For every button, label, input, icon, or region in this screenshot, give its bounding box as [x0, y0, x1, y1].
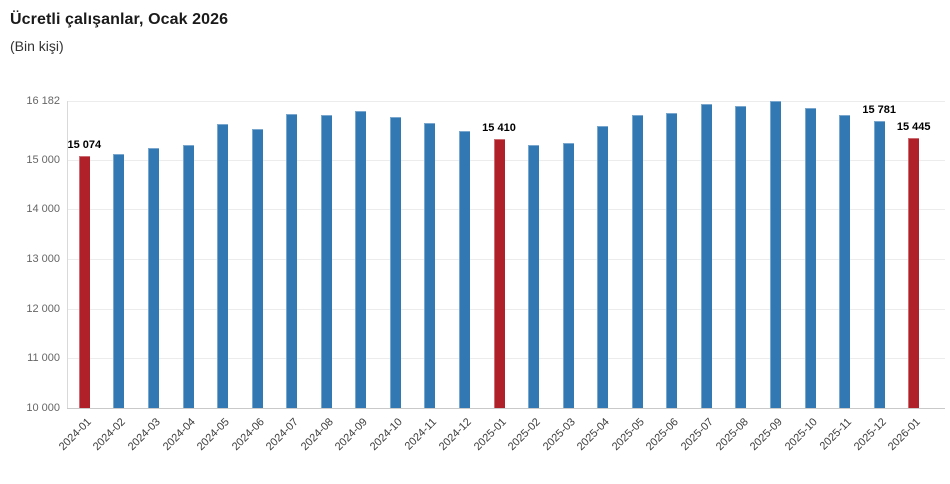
bar-2024-09[interactable] [355, 110, 367, 408]
x-tick-label-2025-04: 2025-04 [575, 416, 613, 454]
x-tick-label-2025-06: 2025-06 [644, 416, 682, 454]
data-label-2024-01: 15 074 [67, 139, 102, 151]
x-axis-line [67, 408, 945, 409]
bar-2025-10[interactable] [804, 107, 816, 408]
bar-2024-02[interactable] [113, 153, 125, 408]
gridline-13000 [67, 259, 945, 260]
gridline-14000 [67, 209, 945, 211]
x-tick-label-2024-06: 2024-06 [229, 416, 267, 454]
x-tick-label-2024-08: 2024-08 [298, 416, 336, 454]
y-tick-label: 10 000 [26, 402, 60, 414]
chart-subtitle: (Bin kişi) [10, 38, 64, 54]
bar-2024-01[interactable] [78, 156, 90, 408]
bar-2024-08[interactable] [320, 115, 332, 408]
y-tick-label: 16 182 [26, 95, 60, 107]
bar-2024-03[interactable] [147, 148, 159, 408]
x-tick-label-2024-12: 2024-12 [436, 416, 474, 454]
x-tick-label-2025-09: 2025-09 [747, 416, 785, 454]
bar-2024-10[interactable] [389, 116, 401, 408]
bar-2024-04[interactable] [182, 145, 194, 408]
bar-2025-12[interactable] [873, 120, 885, 408]
x-tick-label-2024-01: 2024-01 [56, 416, 94, 454]
y-tick-label: 13 000 [26, 253, 60, 265]
bar-2025-03[interactable] [562, 142, 574, 408]
x-tick-label-2025-11: 2025-11 [817, 416, 855, 453]
gridline-15000 [67, 159, 945, 161]
bar-2024-12[interactable] [458, 130, 470, 408]
x-tick-label-2024-07: 2024-07 [264, 416, 302, 454]
bar-2025-08[interactable] [735, 105, 747, 408]
bar-2024-07[interactable] [286, 114, 298, 408]
bar-2024-06[interactable] [251, 129, 263, 408]
bar-2025-05[interactable] [631, 114, 643, 408]
y-tick-label: 14 000 [26, 203, 60, 216]
data-label-2026-01: 15 445 [896, 120, 931, 133]
x-tick-label-2024-03: 2024-03 [125, 416, 163, 454]
bar-2025-06[interactable] [666, 113, 678, 408]
x-tick-label-2024-04: 2024-04 [160, 416, 198, 454]
x-tick-label-2025-02: 2025-02 [506, 416, 544, 454]
data-label-2025-01: 15 410 [482, 122, 516, 135]
x-tick-label-2024-11: 2024-11 [402, 416, 440, 453]
y-tick-label: 11 000 [27, 352, 60, 365]
bar-2024-05[interactable] [217, 124, 228, 408]
x-tick-label-2025-01: 2025-01 [471, 416, 509, 454]
y-tick-label: 15 000 [26, 153, 60, 166]
x-tick-label-2025-03: 2025-03 [540, 416, 578, 454]
y-tick-label: 12 000 [26, 302, 60, 315]
x-tick-label-2025-12: 2025-12 [851, 416, 889, 454]
bar-2025-02[interactable] [528, 145, 540, 408]
y-axis-line [67, 101, 68, 408]
x-tick-label-2025-10: 2025-10 [782, 416, 820, 454]
x-tick-label-2025-05: 2025-05 [609, 416, 647, 454]
gridline-16182 [67, 101, 945, 102]
bar-2025-07[interactable] [700, 104, 712, 408]
gridline-11000 [67, 358, 945, 360]
x-tick-label-2024-09: 2024-09 [333, 416, 371, 454]
bar-2025-01[interactable] [493, 139, 505, 408]
data-label-2025-12: 15 781 [862, 103, 897, 116]
x-tick-label-2024-05: 2024-05 [194, 416, 232, 454]
bar-2024-11[interactable] [424, 122, 436, 408]
x-tick-label-2025-07: 2025-07 [678, 416, 716, 454]
bar-2025-09[interactable] [770, 101, 781, 408]
gridline-12000 [67, 308, 945, 310]
x-tick-label-2025-08: 2025-08 [713, 416, 751, 454]
bar-2025-11[interactable] [839, 115, 851, 408]
bar-2025-04[interactable] [597, 125, 609, 408]
chart-title: Ücretli çalışanlar, Ocak 2026 [10, 11, 229, 28]
x-tick-label-2024-02: 2024-02 [91, 416, 129, 454]
bar-2026-01[interactable] [908, 137, 920, 408]
x-tick-label-2026-01: 2026-01 [886, 416, 924, 454]
x-tick-label-2024-10: 2024-10 [367, 416, 405, 454]
